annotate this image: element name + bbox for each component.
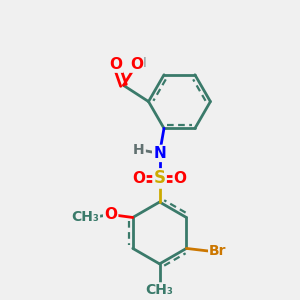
Text: S: S bbox=[154, 169, 166, 188]
Text: O: O bbox=[110, 57, 123, 72]
Text: O: O bbox=[130, 57, 143, 72]
Text: CH₃: CH₃ bbox=[146, 284, 173, 297]
Text: H: H bbox=[133, 143, 145, 158]
Text: Br: Br bbox=[209, 244, 226, 258]
Text: O: O bbox=[174, 171, 187, 186]
Text: O: O bbox=[104, 207, 117, 222]
Text: CH₃: CH₃ bbox=[71, 211, 99, 224]
Text: H: H bbox=[134, 56, 146, 70]
Text: N: N bbox=[153, 146, 166, 161]
Text: O: O bbox=[133, 171, 146, 186]
